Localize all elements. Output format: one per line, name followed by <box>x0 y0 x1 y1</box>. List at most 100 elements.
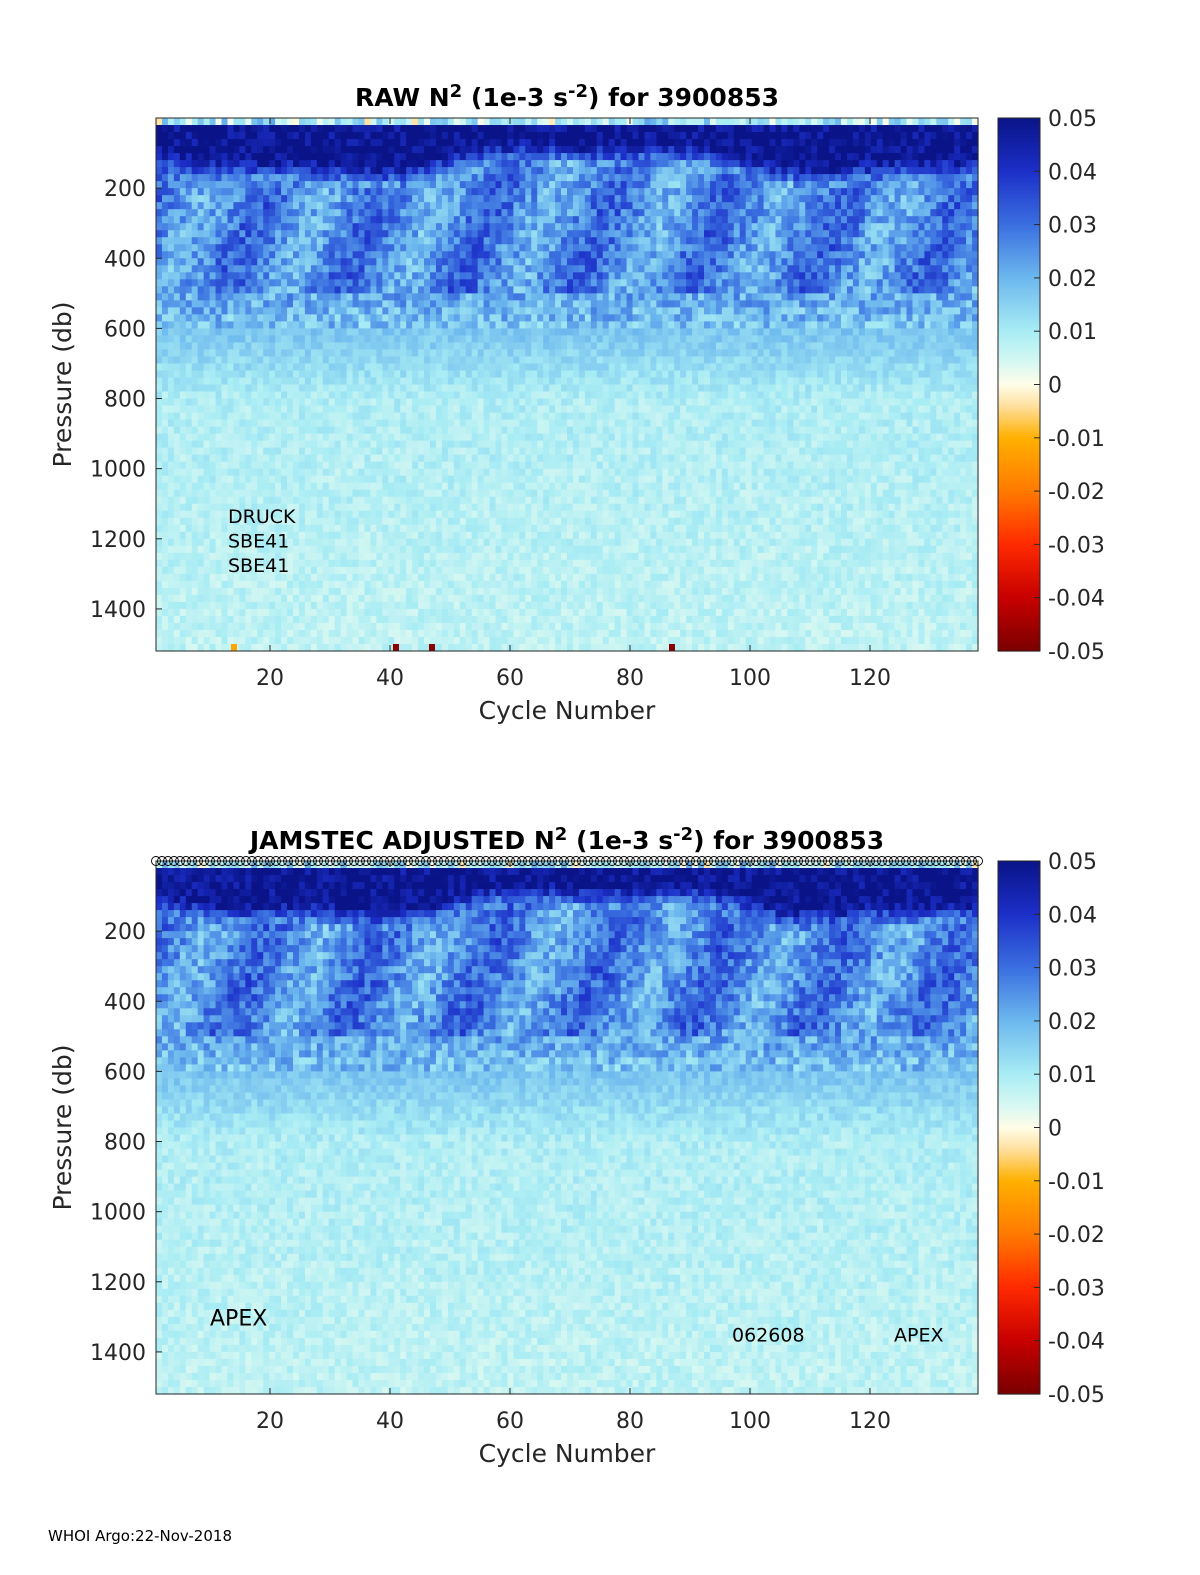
heatmap-cell <box>298 237 306 245</box>
heatmap-cell <box>370 160 377 168</box>
heatmap-cell <box>358 377 366 386</box>
heatmap-cell <box>382 349 389 358</box>
heatmap-cell <box>293 573 300 582</box>
heatmap-cell <box>453 272 461 280</box>
heatmap-cell <box>263 300 270 308</box>
heatmap-cell <box>430 629 437 638</box>
heatmap-cell <box>179 447 187 456</box>
heatmap-cell <box>239 545 246 554</box>
heatmap-cell <box>531 545 538 554</box>
heatmap-cell <box>513 216 520 224</box>
heatmap-cell <box>430 454 437 463</box>
heatmap-cell <box>418 538 425 547</box>
heatmap-cell <box>269 517 276 526</box>
heatmap-cell <box>531 608 538 617</box>
heatmap-cell <box>370 629 377 638</box>
heatmap-cell <box>239 342 246 351</box>
heatmap-cell <box>287 524 294 533</box>
heatmap-cell <box>447 167 455 175</box>
heatmap-cell <box>156 349 163 358</box>
heatmap-cell <box>525 636 532 645</box>
heatmap-cell <box>346 174 354 182</box>
heatmap-cell <box>257 615 264 624</box>
heatmap-cell <box>465 307 473 315</box>
heatmap-cell <box>507 545 514 554</box>
heatmap-cell <box>388 545 395 554</box>
heatmap-cell <box>507 279 514 287</box>
heatmap-cell <box>531 496 538 505</box>
heatmap-cell <box>275 559 282 568</box>
heatmap-cell <box>227 132 235 140</box>
heatmap-cell <box>281 608 288 617</box>
heatmap-cell <box>316 552 324 561</box>
heatmap-cell <box>328 566 336 575</box>
heatmap-cell <box>275 496 282 505</box>
heatmap-cell <box>340 209 348 217</box>
heatmap-cell <box>191 496 199 505</box>
heatmap-cell <box>209 426 217 435</box>
heatmap-cell <box>519 272 526 280</box>
heatmap-cell <box>376 517 383 526</box>
heatmap-cell <box>430 391 437 400</box>
heatmap-cell <box>459 286 467 294</box>
heatmap-cell <box>406 538 413 547</box>
heatmap-cell <box>209 125 217 133</box>
heatmap-cell <box>334 195 342 203</box>
heatmap-cell <box>203 363 211 372</box>
heatmap-cell <box>465 160 473 168</box>
heatmap-cell <box>203 244 211 252</box>
heatmap-cell <box>424 160 431 168</box>
heatmap-cell <box>519 216 526 224</box>
heatmap-cell <box>239 552 246 561</box>
heatmap-cell <box>263 328 270 336</box>
heatmap-cell <box>513 328 520 336</box>
heatmap-cell <box>489 321 497 329</box>
heatmap-cell <box>185 237 193 245</box>
heatmap-cell <box>179 146 187 154</box>
heatmap-cell <box>221 482 229 491</box>
heatmap-cell <box>269 636 276 645</box>
heatmap-cell <box>388 272 395 280</box>
heatmap-cell <box>489 475 497 484</box>
heatmap-cell <box>293 587 300 596</box>
heatmap-cell <box>233 384 240 393</box>
heatmap-cell <box>298 279 306 287</box>
heatmap-cell <box>531 468 538 477</box>
heatmap-cell <box>322 468 330 477</box>
heatmap-cell <box>346 419 354 428</box>
heatmap-cell <box>465 286 473 294</box>
heatmap-cell <box>340 167 348 175</box>
heatmap-cell <box>447 349 455 358</box>
heatmap-cell <box>328 468 336 477</box>
heatmap-cell <box>346 601 354 610</box>
heatmap-cell <box>269 265 276 273</box>
heatmap-cell <box>275 314 282 322</box>
heatmap-cell <box>453 538 461 547</box>
heatmap-cell <box>275 300 282 308</box>
heatmap-cell <box>287 496 294 505</box>
heatmap-cell <box>358 643 366 652</box>
heatmap-cell <box>358 223 366 231</box>
heatmap-cell <box>251 139 258 147</box>
heatmap-cell <box>346 384 354 393</box>
heatmap-cell <box>441 433 449 442</box>
heatmap-cell <box>293 643 300 652</box>
heatmap-cell <box>531 181 538 189</box>
heatmap-cell <box>358 503 366 512</box>
heatmap-cell <box>328 237 336 245</box>
heatmap-cell <box>275 146 282 154</box>
heatmap-cell <box>400 426 407 435</box>
heatmap-cell <box>215 146 223 154</box>
heatmap-cell <box>263 279 270 287</box>
heatmap-cell <box>293 370 300 379</box>
heatmap-cell <box>370 454 377 463</box>
heatmap-cell <box>340 125 348 133</box>
heatmap-cell <box>489 272 497 280</box>
heatmap-cell <box>543 202 550 210</box>
heatmap-cell <box>161 552 169 561</box>
heatmap-cell <box>471 321 479 329</box>
heatmap-cell <box>489 594 497 603</box>
heatmap-cell <box>275 454 282 463</box>
heatmap-cell <box>298 594 306 603</box>
heatmap-cell <box>388 573 395 582</box>
